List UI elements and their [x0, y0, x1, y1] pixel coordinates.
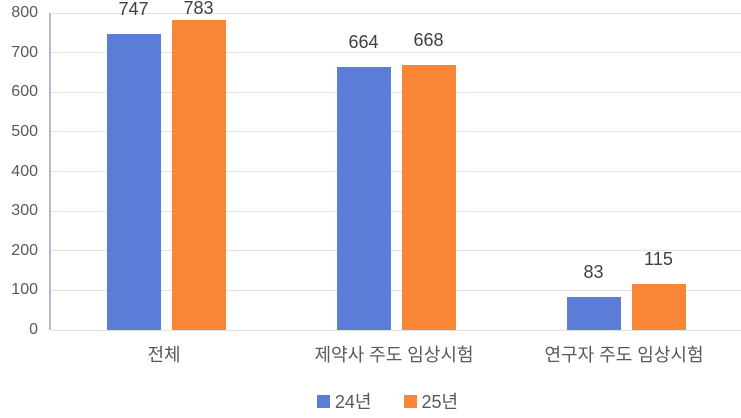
category-label: 제약사 주도 임상시험 — [314, 345, 474, 365]
gridline — [51, 91, 741, 93]
legend-label: 24년 — [334, 392, 372, 412]
category-label: 전체 — [147, 345, 181, 365]
bar-series-1-cat-1 — [401, 65, 456, 330]
legend-item-1: 25년 — [403, 388, 459, 414]
legend-swatch-icon — [316, 394, 330, 408]
y-axis-tick-label: 600 — [11, 83, 38, 101]
gridline — [51, 329, 741, 331]
y-axis-tick-label: 100 — [11, 281, 38, 299]
y-axis-tick-label: 200 — [11, 241, 38, 259]
bar-series-0-cat-0 — [106, 34, 161, 330]
legend-item-0: 24년 — [316, 388, 372, 414]
y-axis-tick-label: 0 — [29, 321, 38, 338]
gridline — [51, 210, 741, 212]
y-axis-tick-label: 400 — [11, 162, 38, 180]
gridline — [51, 250, 741, 252]
y-axis-tick-label: 800 — [11, 4, 38, 21]
legend: 24년 25년 — [34, 388, 741, 414]
gridline — [51, 171, 741, 172]
bar-series-0-cat-2 — [566, 297, 621, 330]
gridline — [51, 12, 741, 14]
data-label: 664 — [348, 31, 379, 52]
bar-series-1-cat-2 — [631, 284, 686, 330]
data-label: 83 — [583, 262, 604, 283]
gridline — [51, 52, 741, 54]
data-label: 115 — [644, 249, 673, 270]
category-label: 연구자 주도 임상시험 — [544, 345, 704, 365]
y-axis-tick-label: 300 — [11, 202, 38, 220]
data-label: 747 — [118, 0, 149, 20]
y-axis-tick-label: 700 — [11, 43, 38, 61]
data-label: 668 — [413, 30, 444, 51]
gridline — [51, 131, 741, 133]
data-label: 783 — [183, 0, 214, 18]
y-axis-tick-label: 500 — [11, 122, 38, 140]
bar-series-1-cat-0 — [171, 19, 226, 330]
bar-series-0-cat-1 — [336, 66, 391, 330]
legend-swatch-icon — [403, 394, 417, 408]
gridline — [51, 289, 741, 291]
plot-area: 747 664 83 783 668 115 — [49, 0, 741, 331]
legend-label: 25년 — [421, 392, 459, 412]
